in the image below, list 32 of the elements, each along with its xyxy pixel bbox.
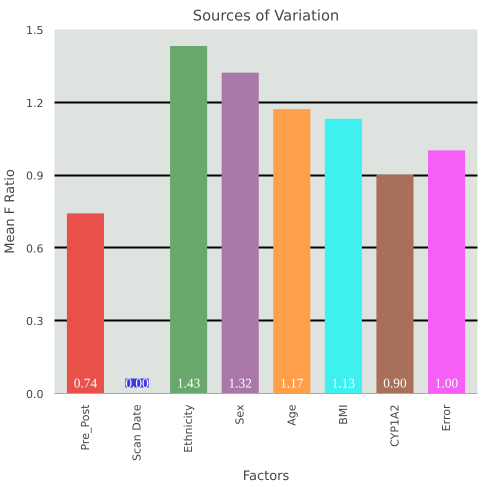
data-label: 0.90 xyxy=(383,376,407,390)
x-tick-label: Ethnicity xyxy=(182,404,196,453)
bar xyxy=(170,46,208,394)
data-label: 1.17 xyxy=(280,376,304,390)
x-tick-label: Error xyxy=(440,404,454,432)
bar xyxy=(222,72,259,394)
chart-title: Sources of Variation xyxy=(192,8,340,24)
data-label: 0.74 xyxy=(74,376,98,390)
x-tick-label: Age xyxy=(285,404,298,426)
x-tick-label: BMI xyxy=(336,404,350,425)
data-label: 1.00 xyxy=(434,376,459,390)
x-tick-label: CYP1A2 xyxy=(388,404,402,447)
bar xyxy=(66,213,104,394)
x-tick-label: Pre_Post xyxy=(78,404,92,451)
bar xyxy=(324,118,362,394)
y-tick-label: 0.3 xyxy=(26,315,44,328)
data-label: 1.13 xyxy=(332,376,356,390)
data-label: 1.32 xyxy=(228,376,252,390)
data-label: 1.43 xyxy=(176,376,201,390)
data-label: 0.00 xyxy=(125,376,150,390)
y-tick-label: 0.9 xyxy=(26,170,44,183)
bar xyxy=(376,174,414,394)
y-tick-label: 1.5 xyxy=(26,24,44,37)
bar xyxy=(273,109,310,394)
y-axis-title: Mean F Ratio xyxy=(3,169,18,254)
x-tick-label: Scan Date xyxy=(130,404,144,462)
y-tick-label: 0.6 xyxy=(26,242,44,256)
y-tick-label: 0.0 xyxy=(26,388,44,401)
x-tick-label: Sex xyxy=(234,404,247,425)
y-tick-label: 1.2 xyxy=(26,96,44,110)
x-axis-title: Factors xyxy=(242,469,290,484)
bar xyxy=(428,150,466,394)
